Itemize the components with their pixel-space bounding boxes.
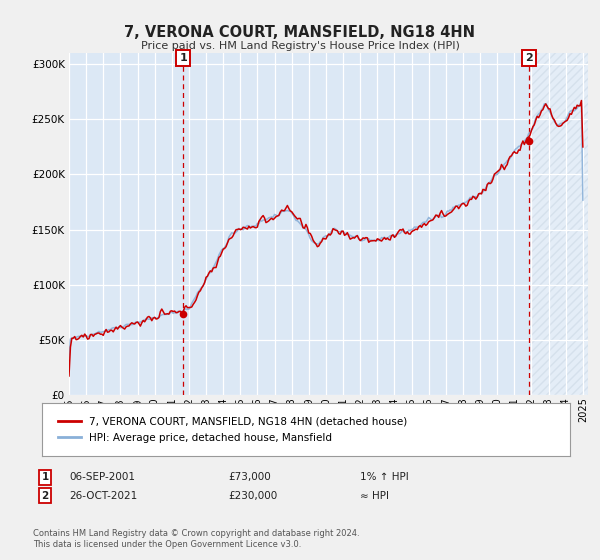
Bar — [529, 53, 588, 395]
Text: £230,000: £230,000 — [228, 491, 277, 501]
Text: This data is licensed under the Open Government Licence v3.0.: This data is licensed under the Open Gov… — [33, 540, 301, 549]
Text: £73,000: £73,000 — [228, 472, 271, 482]
Text: 2: 2 — [524, 53, 532, 63]
Text: 1: 1 — [41, 472, 49, 482]
Text: 7, VERONA COURT, MANSFIELD, NG18 4HN: 7, VERONA COURT, MANSFIELD, NG18 4HN — [125, 25, 476, 40]
Text: 2: 2 — [41, 491, 49, 501]
Text: 1% ↑ HPI: 1% ↑ HPI — [360, 472, 409, 482]
Text: ≈ HPI: ≈ HPI — [360, 491, 389, 501]
Text: 26-OCT-2021: 26-OCT-2021 — [69, 491, 137, 501]
Text: Price paid vs. HM Land Registry's House Price Index (HPI): Price paid vs. HM Land Registry's House … — [140, 41, 460, 51]
Legend: 7, VERONA COURT, MANSFIELD, NG18 4HN (detached house), HPI: Average price, detac: 7, VERONA COURT, MANSFIELD, NG18 4HN (de… — [52, 412, 412, 448]
Text: 1: 1 — [179, 53, 187, 63]
Text: 06-SEP-2001: 06-SEP-2001 — [69, 472, 135, 482]
Text: Contains HM Land Registry data © Crown copyright and database right 2024.: Contains HM Land Registry data © Crown c… — [33, 529, 359, 538]
